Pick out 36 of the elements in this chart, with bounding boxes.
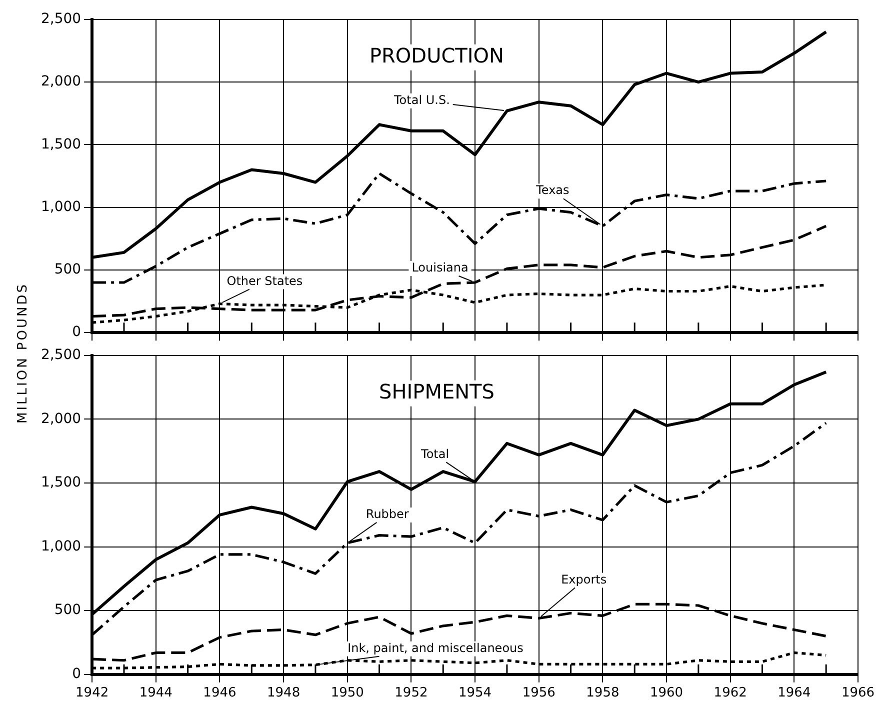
- x-tick-label: 1958: [586, 686, 620, 701]
- x-tick-label: 1944: [139, 686, 172, 701]
- text: SHIPMENTS: [379, 380, 494, 404]
- x-tick-label: 1960: [650, 686, 684, 701]
- text: Exports: [561, 572, 607, 586]
- x-tick-label: 1966: [841, 686, 875, 701]
- y-axis-title: MILLION POUNDS: [16, 282, 30, 424]
- y-tick-label: 2,500: [40, 347, 82, 364]
- y-tick-label: 500: [54, 262, 82, 278]
- y-tick-label: 1,500: [40, 474, 82, 491]
- x-tick-label: 1964: [778, 686, 811, 701]
- series-label: Other States: [226, 274, 303, 288]
- y-tick-label: 0: [72, 324, 82, 340]
- series-label: Louisiana: [412, 260, 468, 275]
- series-label: Texas: [535, 183, 570, 198]
- y-tick-label: 2,500: [40, 11, 82, 28]
- x-tick-label: 1950: [330, 686, 364, 701]
- y-tick-label: 1,000: [40, 198, 82, 215]
- y-tick-label: 2,000: [40, 410, 82, 427]
- x-tick-label: 1954: [458, 686, 492, 701]
- series-label: Total: [420, 446, 450, 461]
- y-tick-label: 500: [54, 602, 82, 618]
- x-tick-label: 1956: [522, 686, 556, 701]
- y-tick-label: 1,500: [40, 136, 82, 152]
- x-tick-label: 1962: [714, 686, 747, 701]
- x-tick-label: 1942: [76, 686, 109, 701]
- series-label: Rubber: [366, 507, 409, 522]
- series-label: Ink, paint, and miscellaneous: [348, 640, 524, 655]
- text: PRODUCTION: [369, 44, 504, 68]
- x-tick-label: 1952: [394, 686, 428, 701]
- y-tick-label: 0: [72, 666, 82, 682]
- x-tick-label: 1948: [267, 686, 300, 701]
- y-tick-label: 2,000: [40, 74, 82, 90]
- legend-label: Total U.S.: [393, 92, 450, 107]
- y-tick-label: 1,000: [40, 538, 82, 554]
- x-tick-label: 1946: [203, 686, 236, 701]
